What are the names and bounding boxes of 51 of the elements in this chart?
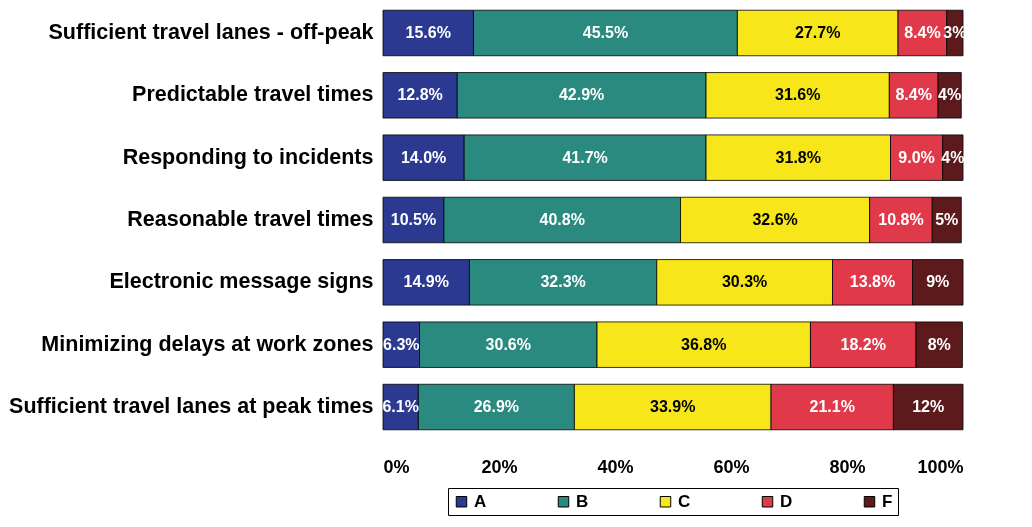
data-label: 6.3% <box>383 335 420 353</box>
y-tick-label: Responding to incidents <box>122 144 374 169</box>
x-tick-label: 20% <box>481 456 518 477</box>
data-label: 42.9% <box>558 86 605 104</box>
data-label: 8% <box>927 335 951 353</box>
data-label: 8.4% <box>904 23 941 41</box>
y-tick-label: Sufficient travel lanes at peak times <box>9 394 374 419</box>
legend-label: B <box>576 491 589 511</box>
y-tick-label: Electronic message signs <box>109 269 374 294</box>
data-label: 15.6% <box>405 23 451 41</box>
data-label: 45.5% <box>582 23 629 41</box>
data-label: 31.6% <box>775 86 821 104</box>
data-label: 26.9% <box>473 398 520 416</box>
data-label: 9.0% <box>898 148 935 166</box>
data-label: 31.8% <box>775 148 821 166</box>
data-label: 32.3% <box>540 273 586 291</box>
data-label: 14.0% <box>400 148 447 166</box>
data-label: 21.1% <box>809 398 855 416</box>
data-label: 33.9% <box>650 398 696 416</box>
data-label: 27.7% <box>795 23 841 41</box>
x-tick-label: 40% <box>597 456 634 477</box>
data-label: 6.1% <box>382 398 419 416</box>
y-tick-label: Reasonable travel times <box>127 207 374 231</box>
data-label: 32.6% <box>752 211 798 228</box>
data-label: 14.9% <box>403 273 449 291</box>
data-label: 10.8% <box>878 211 924 228</box>
data-label: 30.6% <box>485 335 531 353</box>
data-label: 36.8% <box>681 335 727 353</box>
data-label: 4% <box>938 86 962 104</box>
y-tick-label: Sufficient travel lanes - off-peak <box>48 19 374 44</box>
legend-label: D <box>780 491 793 511</box>
y-tick-label: Minimizing delays at work zones <box>41 331 374 356</box>
data-label: 18.2% <box>840 335 886 353</box>
data-label: 40.8% <box>539 211 585 228</box>
data-label: 41.7% <box>562 148 608 166</box>
x-tick-label: 100% <box>917 456 964 477</box>
x-tick-label: 80% <box>829 456 866 477</box>
legend-label: C <box>678 491 691 511</box>
data-label: 5% <box>935 211 959 228</box>
data-label: 13.8% <box>849 273 896 291</box>
data-label: 9% <box>926 273 950 291</box>
data-label: 30.3% <box>721 273 768 291</box>
legend-label: F <box>882 491 893 511</box>
data-label: 10.5% <box>390 211 437 228</box>
data-label: 12.8% <box>397 86 443 104</box>
x-tick-label: 60% <box>713 456 750 477</box>
data-label: 8.4% <box>895 86 932 104</box>
x-tick-label: 0% <box>383 456 410 477</box>
y-tick-label: Predictable travel times <box>132 82 374 107</box>
data-label: 12% <box>912 398 945 416</box>
legend-label: A <box>474 491 487 511</box>
